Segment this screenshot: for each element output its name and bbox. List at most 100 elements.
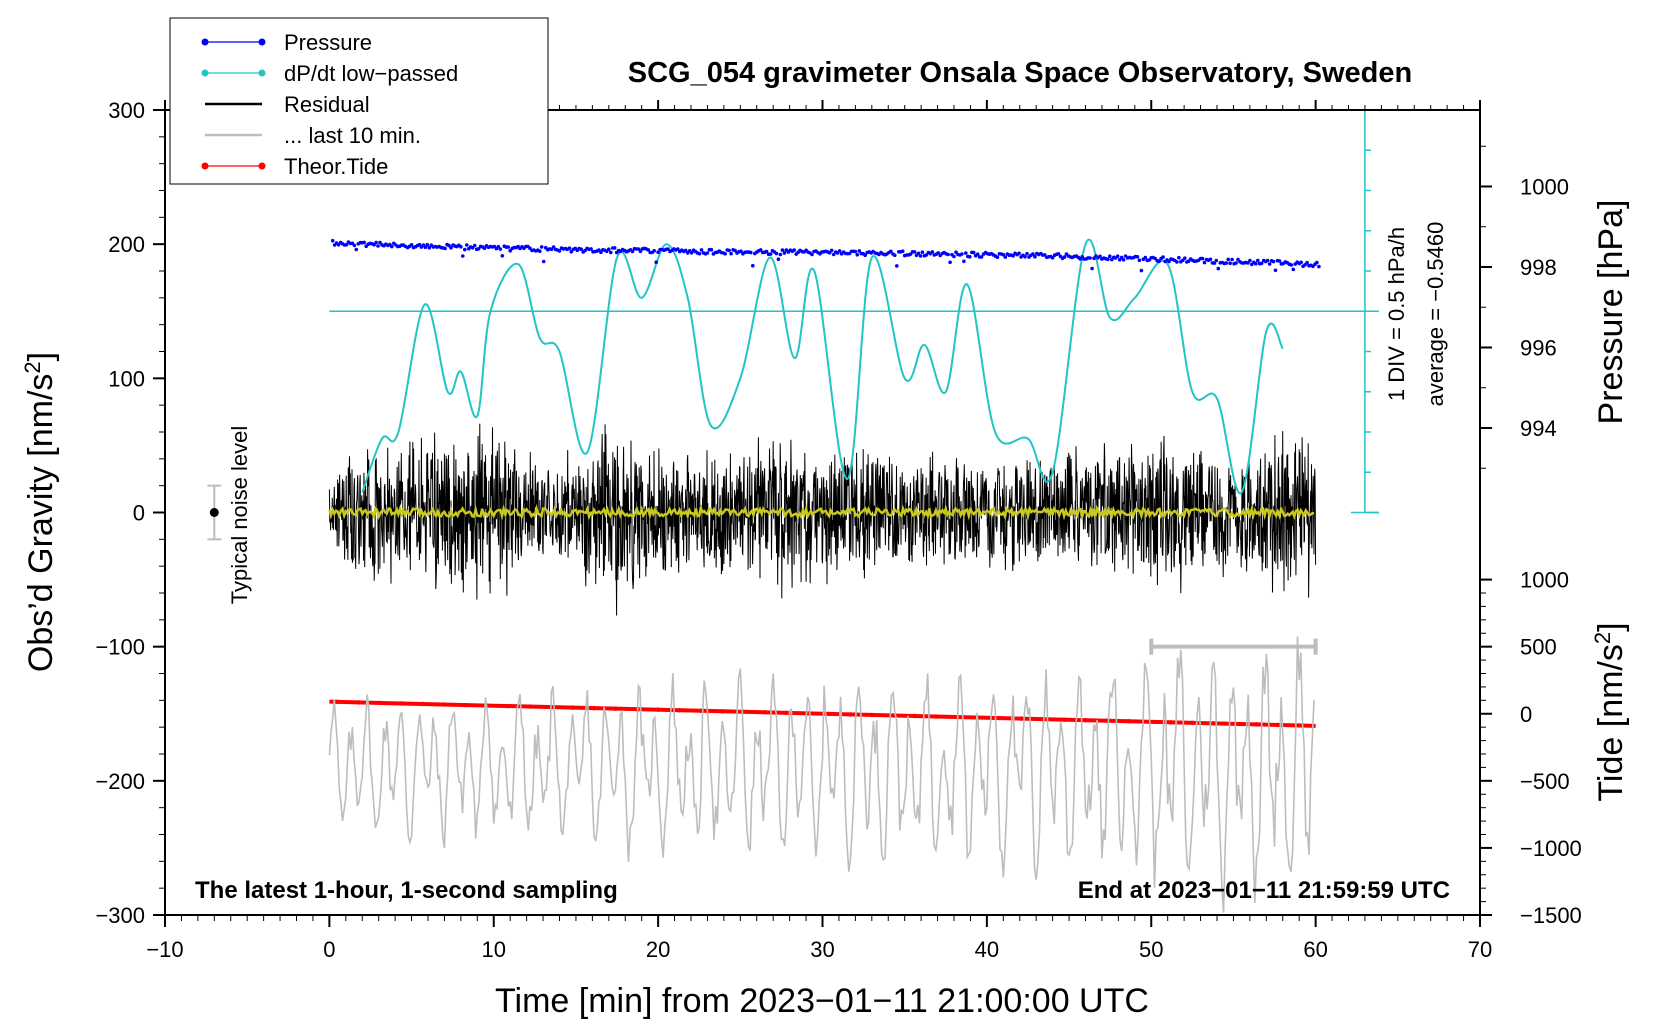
- x-axis: −10 0 10 20 30 40 50 60 70: [146, 100, 1492, 962]
- pressure-point: [689, 251, 694, 255]
- pressure-point: [1214, 258, 1219, 263]
- pressure-point: [749, 250, 753, 255]
- pressure-point: [443, 246, 447, 251]
- x-axis-label: Time [min] from 2023−01−11 21:00:00 UTC: [495, 982, 1149, 1020]
- legend-swatch-dot: [258, 162, 266, 170]
- pressure-point: [697, 251, 702, 256]
- series-pressure: [330, 238, 1321, 273]
- pressure-point: [829, 248, 834, 253]
- last-10-min-line: [328, 636, 1315, 913]
- pressure-point: [557, 249, 562, 253]
- pressure-point: [330, 238, 335, 243]
- pressure-point: [496, 244, 501, 249]
- pressure-point: [1291, 267, 1296, 272]
- tide-tick-label: 1000: [1520, 568, 1569, 593]
- legend-swatch-dot: [258, 69, 266, 77]
- pressure-point: [1117, 258, 1122, 262]
- pressure-point: [1202, 260, 1207, 265]
- pressure-point: [1259, 261, 1264, 266]
- pressure-point: [1115, 254, 1120, 258]
- pressure-point: [607, 247, 611, 251]
- pressure-point: [1305, 260, 1309, 265]
- pressure-point: [449, 245, 453, 250]
- pressure-point: [579, 247, 583, 251]
- series-residual-lowpass: [328, 503, 1314, 521]
- pressure-point: [1050, 255, 1055, 260]
- chart-title: SCG_054 gravimeter Onsala Space Observat…: [628, 57, 1412, 89]
- pressure-point: [1183, 256, 1187, 261]
- pressure-point: [599, 250, 603, 254]
- pressure-point: [751, 263, 755, 268]
- pressure-point: [1135, 254, 1140, 259]
- pressure-point: [676, 247, 680, 251]
- tide-point: [613, 706, 618, 711]
- tide-point: [720, 709, 725, 714]
- pressure-point: [1088, 256, 1092, 260]
- y2-axis-label: Pressure [hPa]: [1592, 200, 1630, 425]
- pressure-point: [964, 251, 968, 255]
- pressure-point: [979, 255, 984, 259]
- x-tick-label: 10: [482, 937, 506, 962]
- annotation-end-time: End at 2023−01−11 21:59:59 UTC: [1078, 877, 1450, 904]
- y-axis-gravity: 300 200 100 0 −100 −200 −300: [95, 98, 165, 928]
- last-10-min-bar: [1149, 638, 1318, 655]
- tide-point: [933, 714, 939, 719]
- x-tick-label: 40: [975, 937, 999, 962]
- pressure-point: [1001, 252, 1006, 257]
- pressure-point: [723, 252, 727, 256]
- pressure-point: [810, 252, 814, 257]
- legend: Pressure dP/dt low−passed Residual ... last…: [169, 17, 549, 185]
- pressure-point: [778, 252, 783, 257]
- tide-point: [442, 702, 447, 707]
- pressure-point: [1011, 254, 1015, 258]
- pressure-point: [539, 245, 544, 249]
- pressure-point: [423, 245, 428, 250]
- pressure-point: [1273, 268, 1278, 273]
- pressure-point: [1139, 268, 1144, 273]
- pressure-point: [1216, 266, 1221, 271]
- tide-point: [356, 700, 362, 705]
- tide-point: [1275, 722, 1281, 728]
- pressure-point: [1143, 255, 1148, 260]
- tide-point: [335, 699, 340, 705]
- tide-point: [1083, 717, 1088, 723]
- tide-point: [1061, 717, 1067, 722]
- noise-center-dot: [209, 508, 219, 517]
- pressure-point: [1090, 266, 1094, 271]
- pressure-point: [1226, 257, 1230, 262]
- tide-tick-label: 500: [1520, 635, 1557, 660]
- pressure-point: [895, 264, 899, 268]
- tide-point: [1190, 720, 1195, 726]
- legend-items: Pressure dP/dt low−passed Residual ... last…: [201, 30, 458, 179]
- pressure-point: [827, 251, 832, 255]
- pressure-point: [1017, 251, 1021, 256]
- pressure-point: [946, 252, 950, 257]
- tide-point: [527, 704, 533, 709]
- pressure-point: [1161, 255, 1165, 259]
- x-tick-label: 50: [1139, 937, 1163, 962]
- tide-point: [762, 710, 768, 715]
- pressure-point: [666, 247, 670, 251]
- pressure-point: [727, 248, 731, 253]
- pressure-point: [962, 259, 966, 264]
- legend-swatch-dot: [201, 162, 209, 170]
- pressure-point: [569, 249, 574, 254]
- pressure-point: [1177, 255, 1181, 260]
- legend-swatch-dot: [258, 38, 266, 46]
- y-axis-label-sup: 2: [20, 361, 45, 373]
- pressure-point: [758, 248, 763, 252]
- pressure-point: [1208, 257, 1213, 262]
- y-tick-label: 0: [133, 501, 145, 526]
- annotation-latest-hour: The latest 1-hour, 1-second sampling: [195, 877, 618, 904]
- y3-axis-label: Tide [nm/s2]: [1590, 622, 1631, 801]
- tide-point: [677, 708, 682, 713]
- tide-point: [591, 705, 597, 711]
- pressure-point: [916, 251, 921, 256]
- pressure-tick-label: 996: [1520, 335, 1557, 360]
- series-residual: [328, 423, 1317, 616]
- dpdt-div-label: 1 DIV = 0.5 hPa/h: [1384, 227, 1409, 401]
- pressure-point: [733, 248, 737, 253]
- pressure-point: [482, 246, 487, 250]
- pressure-point: [638, 249, 643, 254]
- tide-point: [1019, 716, 1024, 721]
